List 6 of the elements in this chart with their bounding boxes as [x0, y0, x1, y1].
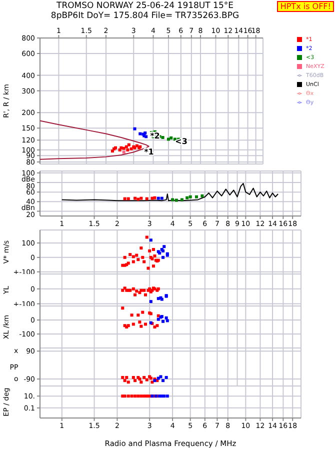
annotation: <3 — [175, 136, 188, 146]
chart-subtitle: 8pBP6It DoY= 175.804 File= TR735263.BPG — [50, 11, 240, 21]
annotation: *1 — [144, 147, 154, 156]
text: HPTx is OFF! — [277, 1, 334, 12]
chart-title: TROMSO NORWAY 25-06-24 1918UT 15°E — [56, 1, 234, 11]
annotation: *2 — [150, 132, 160, 141]
